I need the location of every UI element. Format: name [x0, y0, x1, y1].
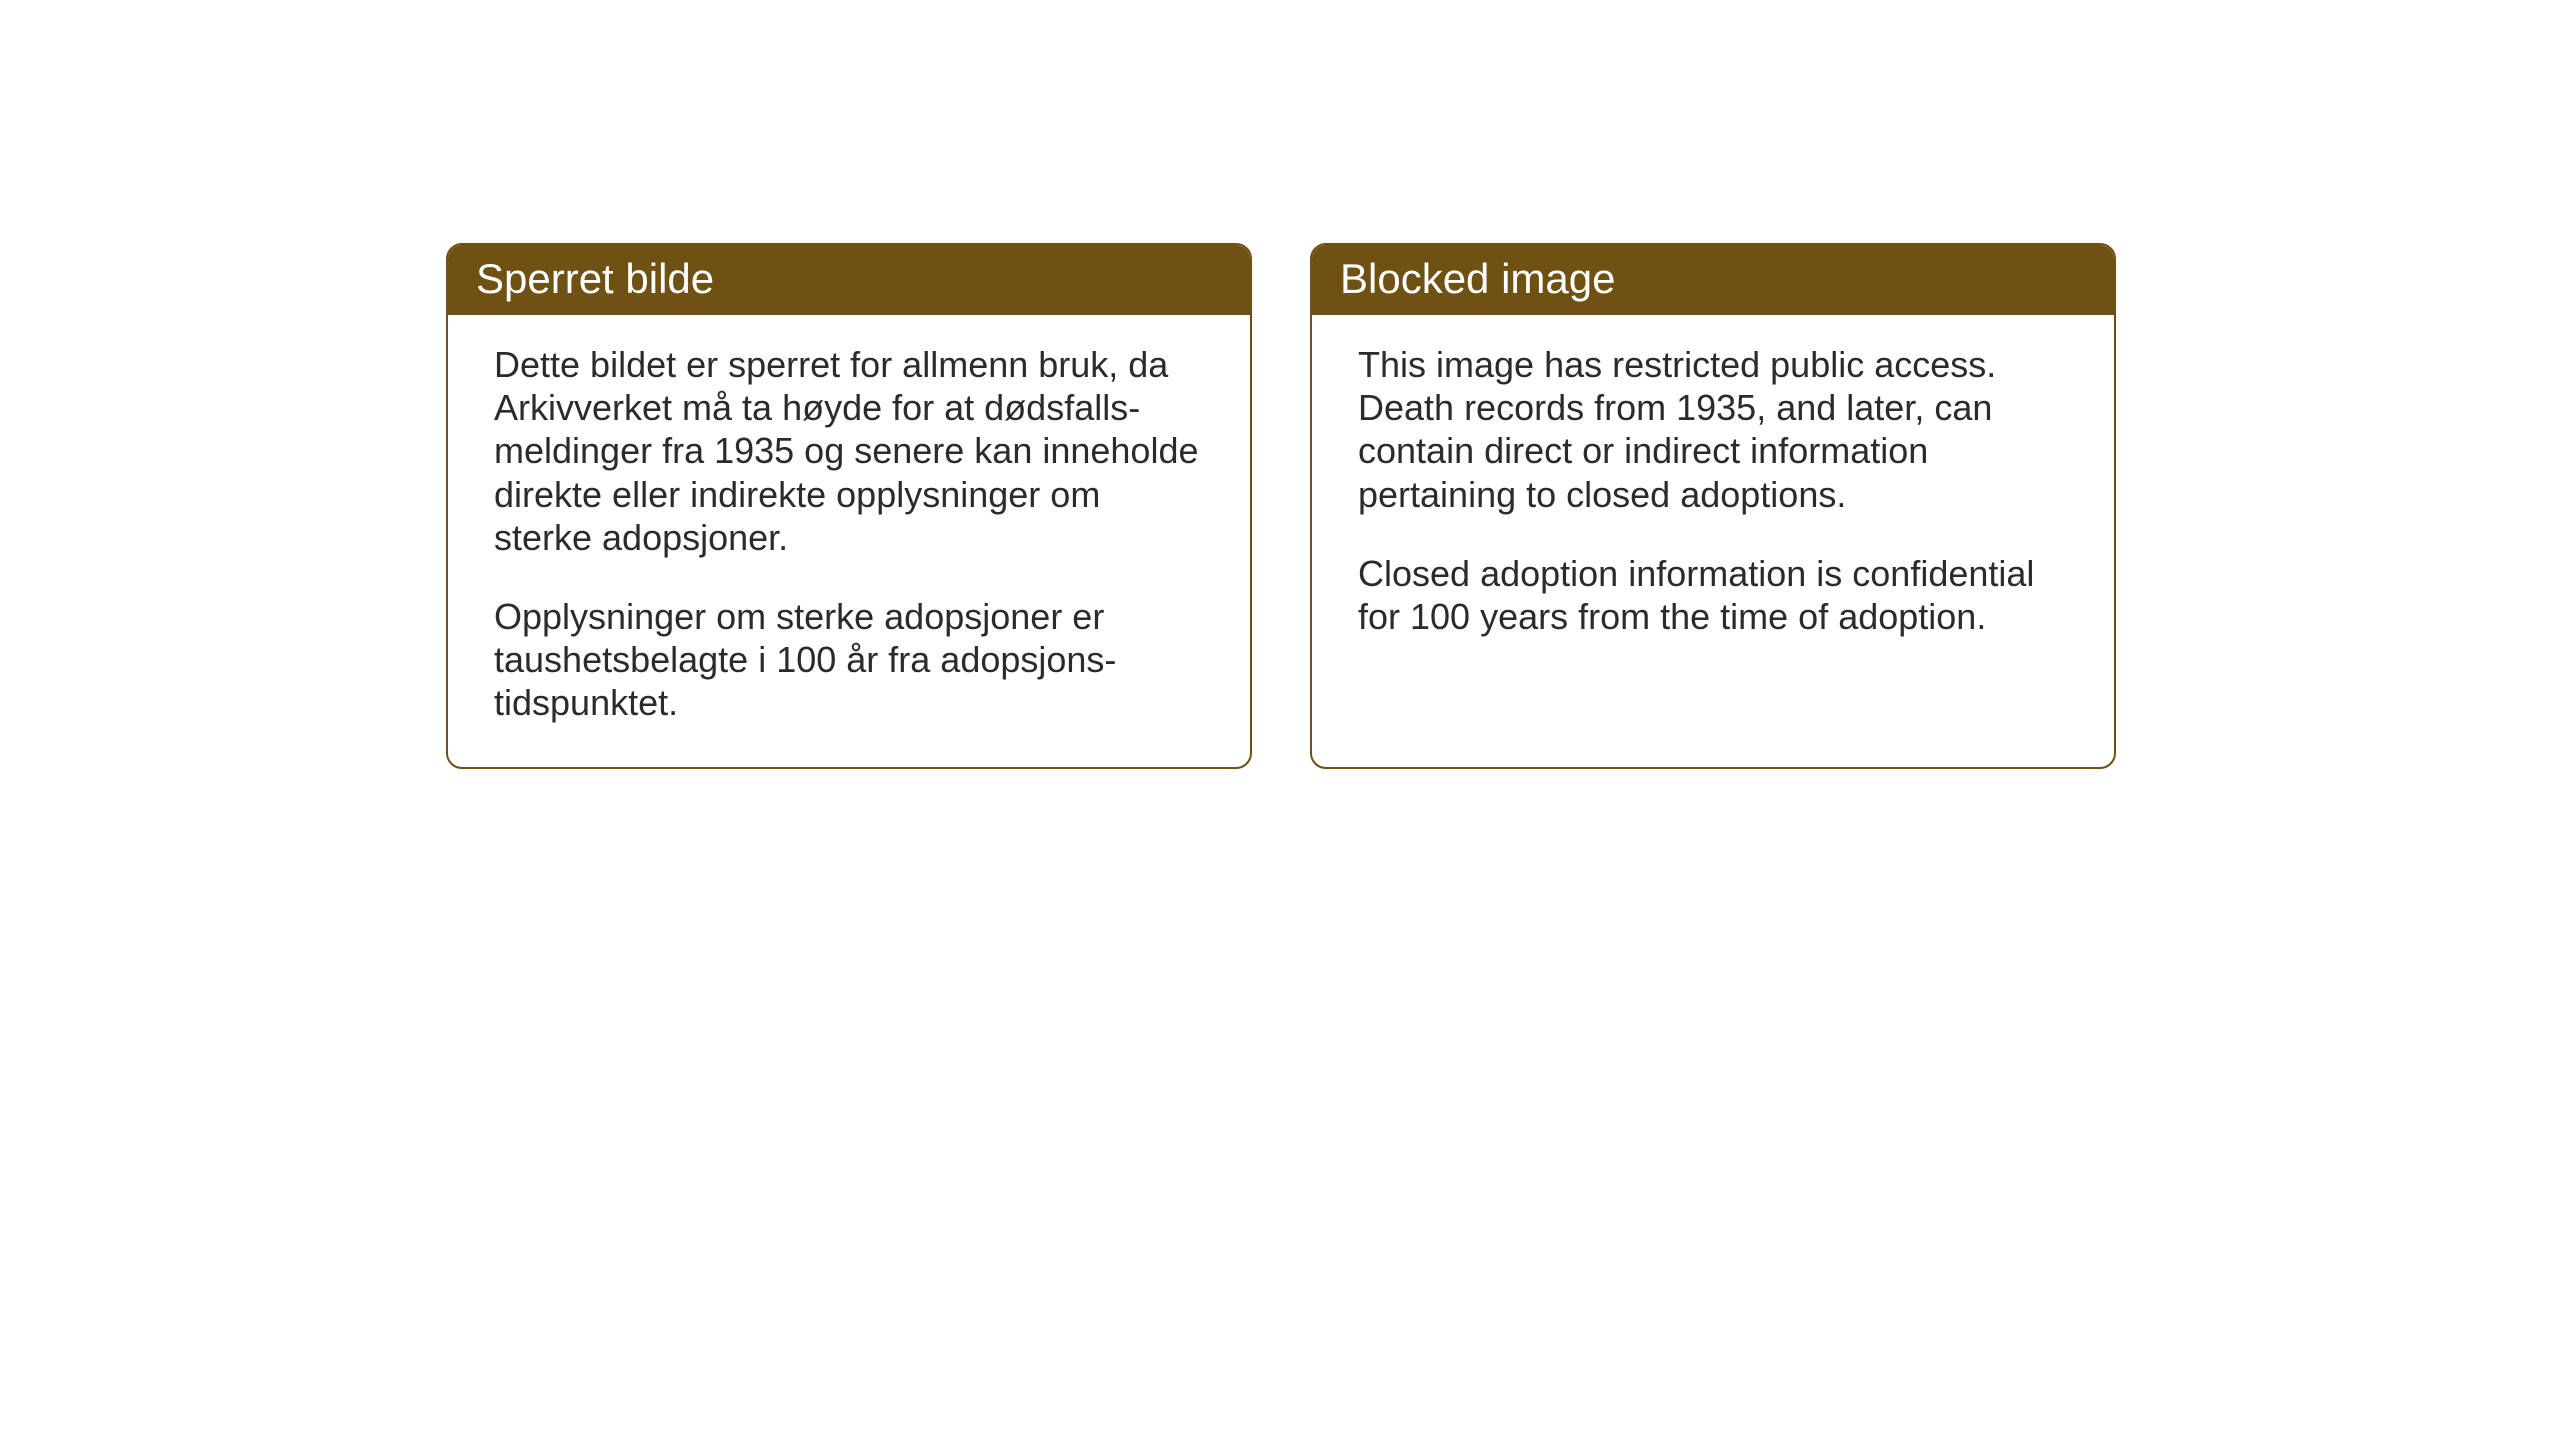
norwegian-paragraph-1: Dette bildet er sperret for allmenn bruk…: [494, 343, 1204, 559]
english-card-title: Blocked image: [1312, 245, 2114, 315]
notice-cards-container: Sperret bilde Dette bildet er sperret fo…: [446, 243, 2116, 769]
english-notice-card: Blocked image This image has restricted …: [1310, 243, 2116, 769]
norwegian-card-body: Dette bildet er sperret for allmenn bruk…: [448, 315, 1250, 767]
english-paragraph-2: Closed adoption information is confident…: [1358, 552, 2068, 638]
norwegian-paragraph-2: Opplysninger om sterke adopsjoner er tau…: [494, 595, 1204, 725]
english-card-body: This image has restricted public access.…: [1312, 315, 2114, 680]
norwegian-card-title: Sperret bilde: [448, 245, 1250, 315]
english-paragraph-1: This image has restricted public access.…: [1358, 343, 2068, 516]
norwegian-notice-card: Sperret bilde Dette bildet er sperret fo…: [446, 243, 1252, 769]
